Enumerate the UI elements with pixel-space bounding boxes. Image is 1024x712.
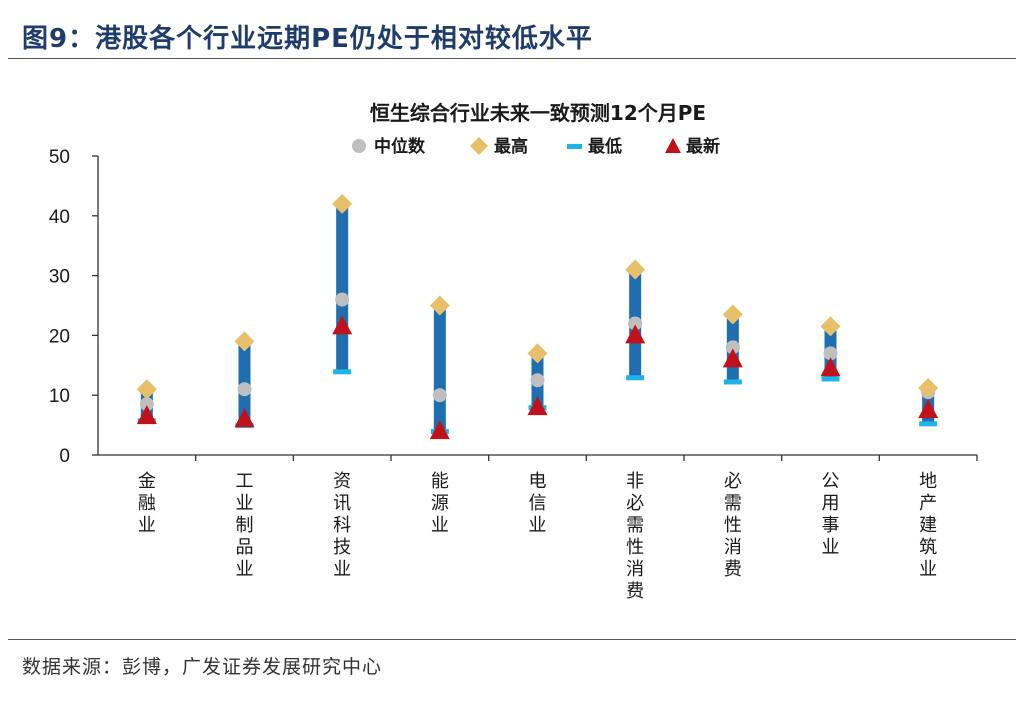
median-point-4 [530,373,545,388]
high-point-2 [332,193,353,214]
legend: 中位数 最高 最低 最新 [352,136,720,157]
y-tick-label-4: 40 [49,207,70,228]
median-point-5 [628,316,643,331]
category-labels: 金融业 工业制品业 资讯科技业 能源业 电信业 非必需性消费 必需性消费 公用事业 地产建筑业 [138,471,937,602]
range-bar-2 [336,203,349,372]
legend-high-marker [470,137,488,155]
category-label-7: 公用事业 [822,471,840,558]
latest-point-3 [429,420,450,440]
x-ticks [195,455,978,461]
source-note: 数据来源：彭博，广发证券发展研究中心 [22,656,383,678]
low-marker-8 [919,421,938,427]
latest-point-4 [527,396,548,416]
median-point-0 [139,397,154,412]
category-label-0: 金融业 [138,471,156,536]
median-point-6 [725,340,740,355]
y-tick-label-1: 10 [49,386,70,407]
low-marker-6 [723,379,742,385]
latest-point-1 [234,408,255,428]
high-point-7 [820,316,841,337]
high-point-1 [234,331,255,352]
median-point-2 [335,292,350,307]
legend-high-label: 最高 [494,136,528,157]
latest-point-7 [820,357,841,377]
legend-latest-marker [665,138,681,153]
y-tick-label-0: 0 [59,446,70,467]
category-label-5: 非必需性消费 [626,471,644,602]
category-label-1: 工业制品业 [236,471,254,580]
category-label-2: 资讯科技业 [333,471,351,580]
legend-low-label: 最低 [588,136,622,157]
latest-point-5 [625,324,646,344]
figure-title: 图9：港股各个行业远期PE仍处于相对较低水平 [22,24,593,54]
data-marks [136,193,939,440]
chart-title: 恒生综合行业未来一致预测12个月PE [370,101,706,125]
title-divider [8,58,1016,59]
legend-median-label: 中位数 [374,136,426,157]
legend-latest-label: 最新 [686,136,720,157]
median-point-1 [237,382,252,397]
latest-point-0 [136,405,157,425]
legend-median-marker [352,139,366,153]
latest-point-6 [722,348,743,368]
category-label-6: 必需性消费 [724,471,742,580]
category-label-3: 能源业 [431,471,449,536]
high-point-0 [136,379,157,400]
y-ticks: 0 10 20 30 40 50 [49,147,98,467]
low-marker-2 [333,369,352,375]
range-bar-3 [433,305,446,432]
source-divider [8,639,1016,640]
latest-point-8 [918,399,939,419]
y-tick-label-2: 20 [49,326,70,347]
y-tick-label-5: 50 [49,147,70,168]
y-tick-label-3: 30 [49,267,70,288]
high-point-6 [722,304,743,325]
median-point-3 [432,388,447,403]
high-point-4 [527,343,548,364]
high-point-3 [429,295,450,316]
high-point-8 [918,378,939,399]
median-point-7 [823,346,838,361]
pe-range-chart: 恒生综合行业未来一致预测12个月PE 中位数 最高 最低 最新 0 10 20 30 4… [49,101,978,602]
high-point-5 [625,259,646,280]
low-marker-5 [626,375,645,381]
latest-point-2 [332,315,353,335]
category-label-4: 电信业 [529,471,547,536]
low-marker-7 [821,376,840,382]
category-label-8: 地产建筑业 [919,471,937,580]
legend-low-marker [567,144,582,149]
